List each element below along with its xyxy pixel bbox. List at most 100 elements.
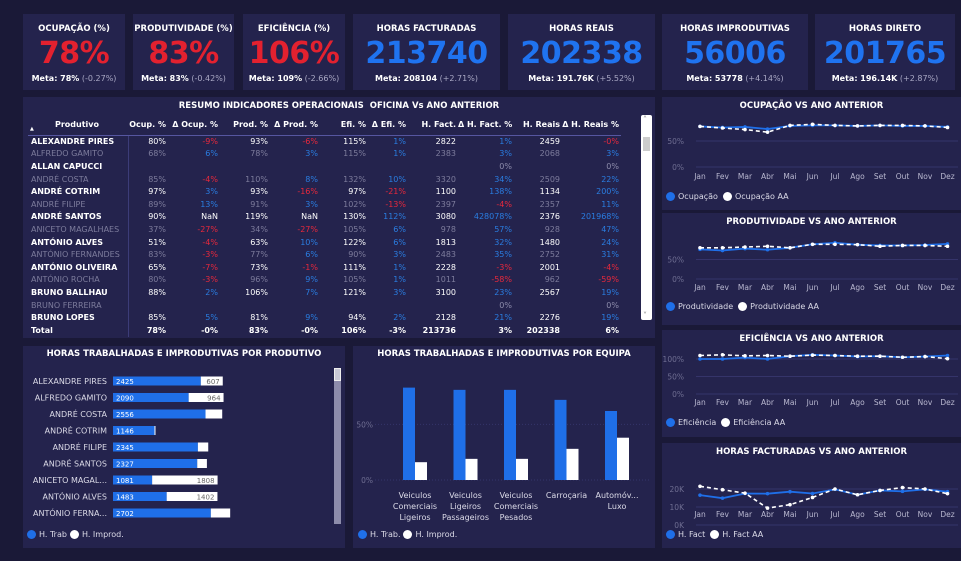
table-cell xyxy=(368,299,408,312)
table-cell xyxy=(128,160,168,173)
table-row[interactable]: ANDRÉ COSTA 85% -4% 110% 8% 132% 10% 3320 34% 250… xyxy=(28,172,621,186)
category-label: ANDRÉ FILIPE xyxy=(53,441,107,452)
x-tick-label: Mai xyxy=(783,283,796,292)
column-header[interactable]: Efi. % xyxy=(320,115,368,136)
legend-label: Ocupação AA xyxy=(734,192,789,201)
table-row[interactable]: ANDRÉ COTRIM 97% 3% 93% -16% 97% -21% 1100 138% 1… xyxy=(28,185,621,198)
line-chart-panel: 0% 50% Jan Fev Mar Abr Mai Jun Jul Ago Set Out Nov De… xyxy=(662,213,961,325)
x-tick-label: Mai xyxy=(783,510,796,519)
h-trab-bar xyxy=(113,475,153,485)
table-row[interactable]: ANDRÉ SANTOS 90% NaN 119% NaN 130% 112% 3080 428… xyxy=(28,210,621,224)
column-header[interactable]: Δ Ocup. % xyxy=(168,115,220,136)
table-cell: 91% xyxy=(250,199,268,209)
category-label: ALFREDO GAMITO xyxy=(35,394,107,403)
kpi-meta: Meta: 53778 (+4.14%) xyxy=(662,74,808,83)
legend-label: Ocupação xyxy=(678,192,718,201)
scroll-up-icon[interactable]: ˄ xyxy=(643,115,647,124)
chart-scrollbar[interactable] xyxy=(334,368,341,524)
kpi-meta-label: Meta: 83% xyxy=(141,74,189,83)
column-header[interactable]: Δ Efi. % xyxy=(368,115,408,136)
table-row[interactable]: BRUNO BALLHAU 88% 2% 106% 7% 121% 3% 3100 23% 256… xyxy=(28,286,621,299)
produtivo-legend: H. Trab H. Improd. xyxy=(27,530,124,539)
table-row[interactable]: ALLAN CAPUCCI 0% 0% xyxy=(28,160,621,173)
data-point xyxy=(945,356,950,361)
category-label: Ligeiros xyxy=(399,513,430,522)
produtivo-name: ANDRÉ COTRIM xyxy=(28,185,129,198)
table-cell: 77% xyxy=(250,250,268,260)
table-row[interactable]: BRUNO LOPES 85% 5% 81% 9% 94% 2% 2128 21% 2276 19% xyxy=(28,311,621,324)
table-cell: 34% xyxy=(494,174,512,184)
legend-dot-icon xyxy=(738,302,748,311)
data-point xyxy=(788,246,792,250)
scrollbar-thumb[interactable] xyxy=(334,368,341,381)
category-label: Ligeiros xyxy=(450,502,481,511)
data-point xyxy=(945,125,950,130)
table-row[interactable]: ANTÓNIO ALVES 51% -4% 63% 10% 122% 6% 1813 32% 14… xyxy=(28,235,621,249)
kpi-card: PRODUTIVIDADE (%) 83% Meta: 83% (-0.42%) xyxy=(133,14,234,90)
table-cell: 10% xyxy=(388,174,406,184)
h-trab-label: 2345 xyxy=(116,444,134,452)
data-point xyxy=(855,354,860,358)
x-tick-label: Dez xyxy=(940,398,954,407)
kpi-value: 106% xyxy=(248,36,340,71)
kpi-title: OCUPAÇÃO (%) xyxy=(38,24,110,34)
data-point xyxy=(788,489,792,494)
column-header[interactable]: Δ H. Reais % xyxy=(562,115,621,136)
table-row[interactable]: ALEXANDRE PIRES 80% -9% 93% -6% 115% 1% 2822 1% 2… xyxy=(28,135,621,148)
table-cell: 22% xyxy=(601,174,619,184)
table-cell: 138% xyxy=(489,187,512,197)
kpi-card: HORAS REAIS 202338 Meta: 191.76K (+5.52%… xyxy=(508,14,655,90)
legend-label: Eficiência AA xyxy=(733,418,786,427)
table-row[interactable]: ALFREDO GAMITO 68% 6% 78% 3% 115% 1% 2383 3% 2068… xyxy=(28,147,621,161)
column-header[interactable]: Produtivo xyxy=(28,115,128,136)
scroll-down-icon[interactable]: ˅ xyxy=(643,311,647,320)
table-cell: 35% xyxy=(494,250,512,260)
table-row[interactable]: ANTÓNIO FERNANDES 83% -3% 77% 6% 90% 3% 2483 35%… xyxy=(28,248,621,261)
scrollbar-thumb[interactable] xyxy=(643,137,650,151)
table-cell: 202338 xyxy=(526,325,560,335)
table-cell: -3% xyxy=(389,325,406,335)
series-line-current xyxy=(699,124,948,130)
table-cell: 3080 xyxy=(435,212,456,222)
column-header[interactable]: H. Reais xyxy=(514,115,562,136)
table-cell: 65% xyxy=(148,262,166,272)
column-header[interactable]: Δ H. Fact. % xyxy=(458,115,514,136)
x-tick-label: Out xyxy=(896,510,910,519)
h-trab-bar xyxy=(605,410,617,480)
kpi-value: 201765 xyxy=(823,36,947,71)
data-point xyxy=(698,484,702,489)
kpi-meta-label: Meta: 196.14K xyxy=(831,74,898,83)
line-chart: 0% 50% Jan Fev Mar Abr Mai Jun Jul Ago Set Out Nov De… xyxy=(667,122,958,181)
h-trab-label: 1483 xyxy=(116,494,134,502)
x-tick-label: Out xyxy=(896,172,910,181)
column-header[interactable]: H. Fact. xyxy=(408,115,458,136)
table-cell: 978 xyxy=(440,224,456,234)
table-cell xyxy=(220,299,270,312)
kpi-value: 202338 xyxy=(520,36,643,71)
table-cell: 89% xyxy=(148,199,166,209)
produtivo-name: ALFREDO GAMITO xyxy=(28,147,129,161)
table-scrollbar[interactable]: ˄ ˅ xyxy=(641,115,652,320)
table-row[interactable]: ANICETO MAGALHAES 37% -27% 34% -27% 105% 6% 978… xyxy=(28,223,621,236)
table-row[interactable]: BRUNO FERREIRA 0% 0% xyxy=(28,298,621,312)
kpi-meta-delta: (+2.87%) xyxy=(899,74,939,83)
h-improd-bar xyxy=(166,492,218,501)
h-trab-label: 2425 xyxy=(116,378,134,386)
column-header[interactable]: Prod. % xyxy=(220,115,270,136)
table-cell: 90% xyxy=(348,250,366,260)
table-cell: 3100 xyxy=(435,287,456,297)
column-header[interactable]: Ocup. % xyxy=(128,115,168,136)
data-point xyxy=(833,353,837,358)
table-row[interactable]: ANTÓNIO OLIVEIRA 65% -7% 73% -1% 111% 1% 2228 -3… xyxy=(28,260,621,274)
table-cell xyxy=(270,299,320,312)
kpi-meta-label: Meta: 78% xyxy=(31,74,80,83)
column-header[interactable]: Δ Prod. % xyxy=(270,115,320,136)
h-trab-bar xyxy=(113,409,206,419)
kpi-meta: Meta: 191.76K (+5.52%) xyxy=(508,74,655,83)
h-improd-bar xyxy=(154,426,156,435)
table-row[interactable]: ANDRÉ FILIPE 89% 13% 91% 3% 102% -13% 2397 -4% 23… xyxy=(28,197,621,211)
table-cell: 8% xyxy=(305,174,318,184)
line-chart-legend: Ocupação Ocupação AA xyxy=(666,192,789,201)
table-cell: 3320 xyxy=(435,174,456,184)
table-row[interactable]: ANTÓNIO ROCHA 80% -3% 96% 9% 105% 1% 1011 -58% 96… xyxy=(28,273,621,287)
